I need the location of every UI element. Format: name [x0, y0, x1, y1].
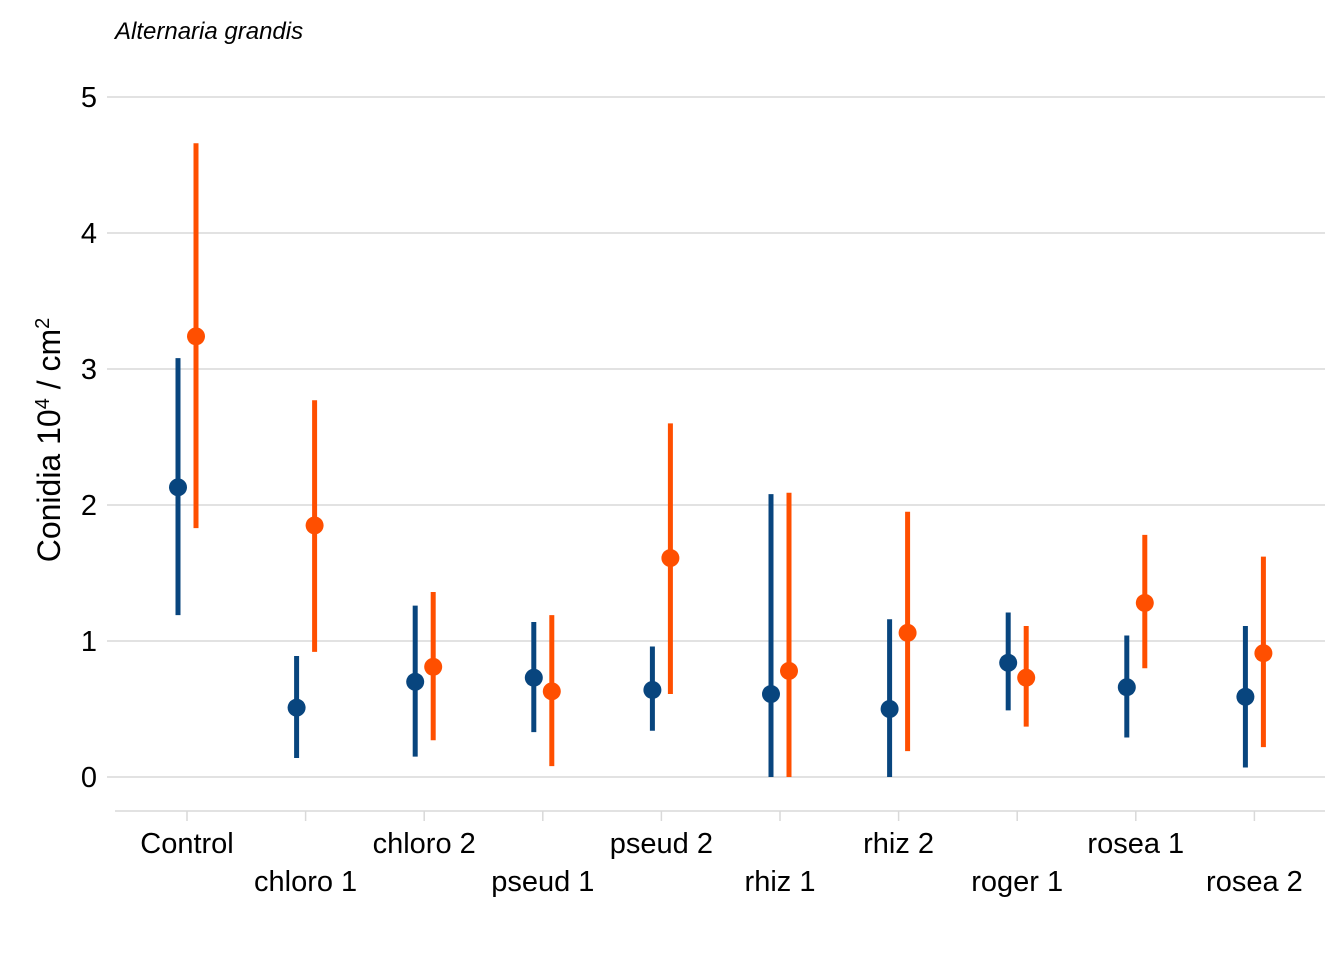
point-s2-6 [898, 623, 917, 642]
point-s1-1 [287, 698, 306, 717]
point-s1-7 [999, 653, 1018, 672]
x-tick-label-8: rosea 1 [1087, 828, 1184, 860]
y-axis-label-sup-2: 2 [32, 318, 54, 329]
point-s1-9 [1236, 687, 1255, 706]
y-tick-label-2: 2 [81, 490, 97, 522]
y-axis-label: Conidia 104 / cm2 [31, 318, 67, 563]
error-bars [175, 143, 1266, 777]
x-tick-label-4: pseud 2 [610, 828, 713, 860]
x-tick-label-0: Control [140, 828, 234, 860]
point-s1-6 [880, 700, 899, 718]
x-tick-label-7: roger 1 [971, 866, 1063, 898]
point-s2-0 [187, 327, 205, 346]
point-s2-2 [424, 657, 443, 676]
y-tick-label-1: 1 [81, 626, 97, 658]
x-tick-label-3: pseud 1 [491, 866, 594, 898]
y-axis-label-mid: / cm [31, 329, 67, 398]
point-s1-8 [1117, 678, 1136, 697]
point-s2-8 [1135, 593, 1154, 612]
grid-lines [107, 96, 1325, 778]
point-s1-3 [524, 668, 543, 687]
point-s2-5 [780, 661, 798, 680]
x-tick-label-9: rosea 2 [1206, 866, 1303, 898]
chart-title: Alternaria grandis [113, 18, 303, 45]
data-points [169, 327, 1273, 718]
x-tick-label-1: chloro 1 [254, 866, 357, 898]
y-axis-label-main: Conidia 10 [31, 409, 67, 562]
point-s1-2 [406, 672, 425, 691]
y-tick-label-0: 0 [81, 762, 97, 794]
x-axis [115, 810, 1325, 821]
point-s2-7 [1017, 668, 1036, 687]
point-s2-4 [661, 549, 680, 568]
point-s2-1 [305, 516, 324, 535]
y-tick-label-4: 4 [81, 218, 97, 250]
y-tick-label-3: 3 [81, 354, 97, 386]
y-tick-label-5: 5 [81, 82, 97, 114]
x-tick-label-2: chloro 2 [373, 828, 476, 860]
x-tick-label-6: rhiz 2 [863, 828, 934, 860]
x-tick-labels: Control chloro 1 chloro 2 pseud 1 pseud 2 rhi… [140, 828, 1303, 898]
point-s2-9 [1254, 644, 1273, 663]
x-tick-label-5: rhiz 1 [745, 866, 816, 898]
point-s2-3 [542, 682, 561, 701]
point-s1-0 [169, 478, 187, 497]
y-tick-labels: 0 1 2 3 4 5 [81, 82, 97, 794]
point-s1-4 [643, 680, 662, 699]
point-s1-5 [762, 685, 780, 704]
y-axis-label-sup-1: 4 [32, 398, 54, 409]
